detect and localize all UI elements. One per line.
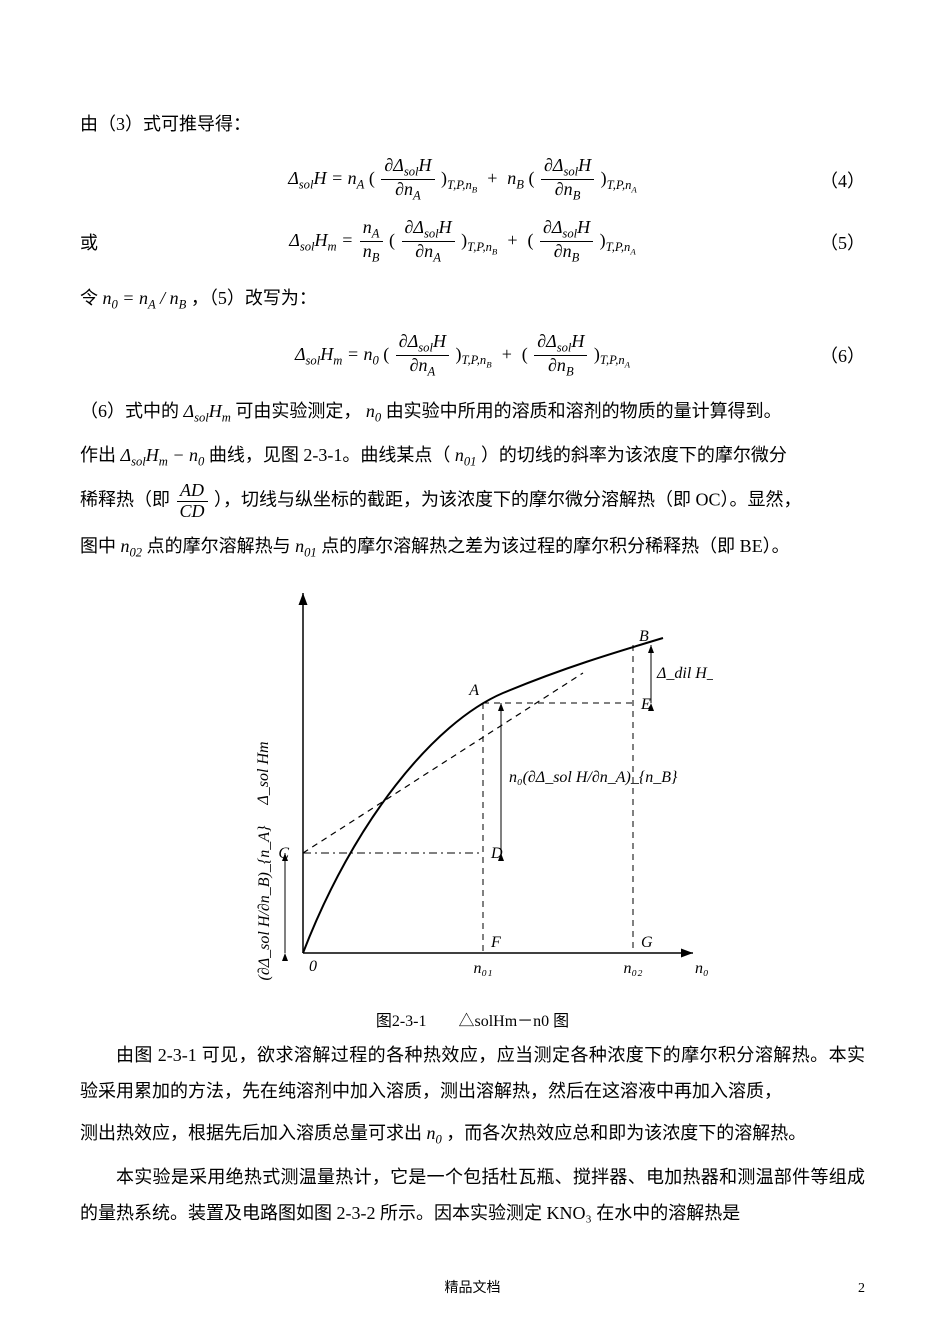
paragraph-7: 由图 2-3-1 可见，欲求溶解过程的各种热效应，应当测定各种浓度下的摩尔积分溶… xyxy=(80,1037,865,1109)
equation-6: ΔsolHm = n0 ( ∂ΔsolH∂nA )T,P,nB + ( ∂Δso… xyxy=(80,332,865,380)
or-label: 或 xyxy=(80,229,140,255)
footer-text: 精品文档 xyxy=(0,1277,945,1297)
p6c-prefix: 稀释热（即 xyxy=(80,489,170,509)
p6c-mid: ），切线与纵坐标的截距，为该浓度下的摩尔微分溶解热（即 OC）。显然， xyxy=(214,489,802,509)
p6a-mid: 可由实验测定， xyxy=(235,401,361,421)
paragraph-let-n0: 令 n0 = nA / nB ，（5）改写为： xyxy=(80,280,865,318)
p6a-tail: 由实验中所用的溶质和溶剂的物质的量计算得到。 xyxy=(386,401,782,421)
svg-text:A: A xyxy=(468,682,479,699)
paragraph-6a: （6）式中的 ΔsolHm 可由实验测定， n0 由实验中所用的溶质和溶剂的物质… xyxy=(80,393,865,431)
equation-5: 或 ΔsolHm = nAnB ( ∂ΔsolH∂nA )T,P,nB + ( … xyxy=(80,218,865,266)
equation-6-number: （6） xyxy=(785,342,865,368)
svg-text:Δ_dil H_m: Δ_dil H_m xyxy=(656,665,713,682)
svg-text:(∂Δ_sol H/∂n_B)_{n_A}: (∂Δ_sol H/∂n_B)_{n_A} xyxy=(256,825,273,980)
figure-2-3-1: 0 C D A F B E Gn₀₁ n₀₂ n₀ Δ_sol Hm Δ_dil H_m n₀(∂Δ_s… xyxy=(80,573,865,1003)
svg-text:0: 0 xyxy=(309,958,317,975)
equation-5-number: （5） xyxy=(785,229,865,255)
p6d-mid1: 点的摩尔溶解热与 xyxy=(147,536,291,556)
svg-text:n₀(∂Δ_sol H/∂n_A)_{n_B}: n₀(∂Δ_sol H/∂n_A)_{n_B} xyxy=(509,769,678,786)
svg-text:Δ_sol Hm: Δ_sol Hm xyxy=(255,742,272,806)
page: 由（3）式可推导得： ΔsolH = nA ( ∂ΔsolH∂nA )T,P,n… xyxy=(0,0,945,1337)
paragraph-8: 测出热效应，根据先后加入溶质总量可求出 n0 ，而各次热效应总和即为该浓度下的溶… xyxy=(80,1115,865,1153)
svg-text:G: G xyxy=(641,934,653,951)
paragraph-6c: 稀释热（即 ADCD ），切线与纵坐标的截距，为该浓度下的摩尔微分溶解热（即 O… xyxy=(80,481,865,522)
svg-text:E: E xyxy=(640,696,651,713)
frac-cd: CD xyxy=(177,502,208,522)
p8-tail: ，而各次热效应总和即为该浓度下的溶解热。 xyxy=(446,1123,806,1143)
svg-text:F: F xyxy=(490,934,501,951)
p6b-prefix: 作出 xyxy=(80,445,116,465)
svg-text:D: D xyxy=(490,845,503,862)
p6b-mid1: 曲线，见图 2-3-1。曲线某点（ xyxy=(209,445,451,465)
svg-text:C: C xyxy=(278,845,289,862)
p6b-mid2: ）的切线的斜率为该浓度下的摩尔微分 xyxy=(481,445,787,465)
p8-prefix: 测出热效应，根据先后加入溶质总量可求出 xyxy=(80,1123,422,1143)
p6d-prefix: 图中 xyxy=(80,536,116,556)
figure-svg: 0 C D A F B E Gn₀₁ n₀₂ n₀ Δ_sol Hm Δ_dil H_m n₀(∂Δ_s… xyxy=(233,573,713,1003)
paragraph-intro: 由（3）式可推导得： xyxy=(80,106,865,142)
svg-text:n₀: n₀ xyxy=(695,960,709,977)
paragraph-6b: 作出 ΔsolHm − n0 曲线，见图 2-3-1。曲线某点（ n01 ）的切… xyxy=(80,437,865,475)
svg-text:B: B xyxy=(639,628,649,645)
figure-caption: 图2-3-1 △solHm－n0 图 xyxy=(80,1007,865,1031)
p6a-prefix: （6）式中的 xyxy=(80,401,179,421)
equation-4: ΔsolH = nA ( ∂ΔsolH∂nA )T,P,nB + nB ( ∂Δ… xyxy=(80,156,865,204)
paragraph-9: 本实验是采用绝热式测温量热计，它是一个包括杜瓦瓶、搅拌器、电加热器和测温部件等组… xyxy=(80,1159,865,1231)
p6d-mid2: 点的摩尔溶解热之差为该过程的摩尔积分稀释热（即 BE）。 xyxy=(321,536,790,556)
frac-ad: AD xyxy=(177,481,208,502)
equation-4-number: （4） xyxy=(785,167,865,193)
svg-text:n₀₂: n₀₂ xyxy=(623,960,643,977)
paragraph-6d: 图中 n02 点的摩尔溶解热与 n01 点的摩尔溶解热之差为该过程的摩尔积分稀释… xyxy=(80,528,865,566)
page-number: 2 xyxy=(858,1281,865,1297)
svg-text:n₀₁: n₀₁ xyxy=(473,960,492,977)
